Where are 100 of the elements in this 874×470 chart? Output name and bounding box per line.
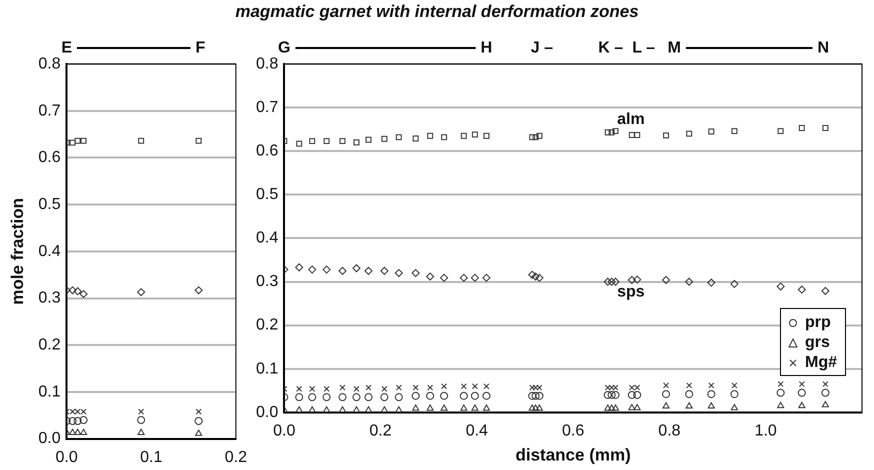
- point: [394, 393, 403, 402]
- point: [604, 278, 612, 286]
- point: [338, 266, 346, 275]
- point: [380, 406, 388, 412]
- point: [412, 384, 419, 391]
- point: [532, 272, 540, 281]
- x-tick-label: 0.6: [562, 422, 584, 440]
- y-tick-label: 0.7: [38, 102, 61, 120]
- point: [460, 132, 467, 139]
- point: [460, 274, 468, 282]
- point: [535, 392, 544, 400]
- point: [612, 404, 620, 411]
- point: [295, 263, 304, 272]
- point: [70, 408, 76, 415]
- point: [482, 274, 490, 282]
- point: [470, 392, 479, 400]
- y-axis-title: mole fraction: [8, 198, 27, 305]
- point: [427, 384, 434, 391]
- point: [612, 384, 618, 391]
- point: [426, 272, 434, 281]
- point: [483, 132, 490, 139]
- annotation: sps: [617, 284, 645, 301]
- y-tick-label: 0.5: [256, 186, 278, 204]
- y-tick-label: 0.0: [256, 404, 278, 421]
- point: [441, 134, 448, 140]
- x-tick-label: 0.8: [658, 422, 681, 440]
- point: [412, 404, 420, 411]
- point: [196, 138, 202, 144]
- point: [364, 393, 372, 402]
- annotation: alm: [617, 111, 645, 128]
- point: [798, 286, 806, 294]
- point: [353, 386, 360, 392]
- point: [662, 402, 670, 409]
- point: [776, 388, 785, 397]
- point: [532, 134, 539, 140]
- y-tick-label: 0.6: [38, 149, 61, 166]
- point: [611, 278, 620, 286]
- point: [662, 390, 670, 398]
- x-tick-label: 0.0: [56, 448, 78, 466]
- point: [536, 404, 543, 411]
- point: [366, 384, 372, 391]
- text: K –: [598, 39, 624, 56]
- y-tick-label: 0.7: [256, 98, 278, 116]
- point: [381, 136, 388, 142]
- point: [194, 286, 203, 294]
- point: [628, 132, 635, 138]
- point: [380, 266, 388, 275]
- text: M: [668, 39, 681, 56]
- x-tick-label: 0.2: [369, 422, 392, 440]
- point: [366, 136, 372, 143]
- point: [296, 140, 302, 147]
- point: [138, 428, 145, 435]
- x-tick-label: 0.4: [466, 422, 488, 440]
- text: J –: [530, 39, 554, 56]
- point: [612, 128, 618, 134]
- point: [340, 384, 346, 391]
- y-tick-label: 0.5: [38, 196, 61, 213]
- point: [777, 402, 784, 408]
- point: [324, 138, 330, 144]
- legend-label: grs: [805, 334, 830, 352]
- legend-label: prp: [805, 314, 831, 332]
- point: [74, 416, 82, 425]
- point: [69, 428, 76, 435]
- point: [535, 274, 544, 282]
- point: [80, 290, 88, 298]
- y-tick-label: 0.2: [38, 336, 61, 354]
- point: [295, 393, 304, 402]
- point: [662, 276, 670, 284]
- point: [80, 428, 88, 435]
- point: [322, 393, 331, 402]
- point: [798, 388, 806, 397]
- point: [482, 392, 490, 400]
- point: [196, 408, 202, 415]
- point: [798, 381, 805, 388]
- point: [634, 132, 640, 138]
- point: [74, 138, 81, 144]
- point: [138, 138, 144, 144]
- point: [608, 384, 615, 391]
- point: [529, 134, 536, 140]
- point: [822, 125, 828, 131]
- point: [798, 125, 805, 131]
- point: [441, 383, 448, 390]
- point: [352, 393, 360, 402]
- point: [608, 278, 616, 286]
- point: [536, 132, 542, 139]
- point: [604, 404, 612, 411]
- point: [528, 404, 536, 411]
- point: [822, 381, 828, 388]
- point: [308, 266, 316, 274]
- point: [74, 287, 82, 296]
- point: [353, 139, 360, 146]
- point: [483, 383, 490, 390]
- point: [778, 128, 784, 134]
- point: [608, 390, 616, 399]
- point: [604, 129, 611, 136]
- point: [604, 390, 612, 399]
- legend-label: Mg#: [805, 354, 837, 372]
- y-tick-label: 0.3: [256, 273, 278, 290]
- point: [608, 129, 615, 136]
- point: [296, 386, 302, 392]
